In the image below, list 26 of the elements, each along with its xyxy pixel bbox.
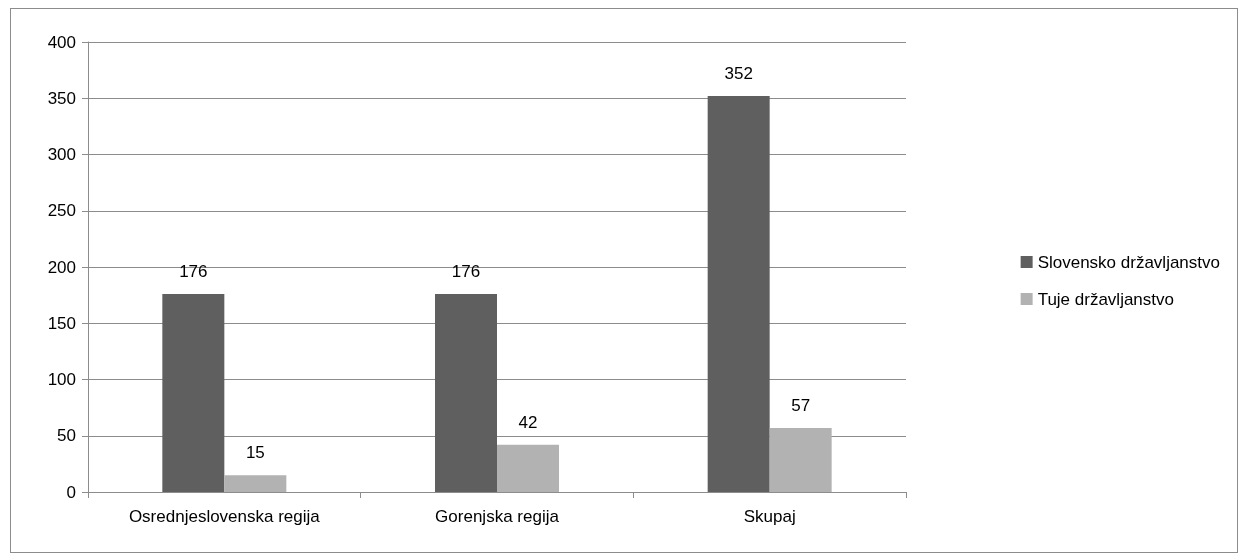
y-tick-label: 350 xyxy=(47,88,76,108)
y-tick-label: 150 xyxy=(47,313,76,333)
legend-label: Tuje državljanstvo xyxy=(1037,289,1175,309)
data-label: 176 xyxy=(451,262,481,281)
bar xyxy=(769,427,832,492)
bar xyxy=(224,475,287,492)
y-tick-label: 250 xyxy=(47,201,76,221)
y-tick-label: 400 xyxy=(47,32,76,52)
bar xyxy=(162,294,225,492)
bar xyxy=(435,294,497,492)
data-label: 15 xyxy=(245,443,265,463)
y-tick-label: 100 xyxy=(47,370,76,389)
bar xyxy=(497,444,559,492)
x-tick-label: Osrednjeslovenska regija xyxy=(128,507,321,526)
y-tick-label: 50 xyxy=(57,426,76,446)
data-label: 352 xyxy=(724,64,753,83)
legend-label: Slovensko državljanstvo xyxy=(1037,252,1221,272)
y-tick-label: 0 xyxy=(66,482,76,502)
data-label: 42 xyxy=(518,412,538,432)
y-tick-label: 300 xyxy=(47,145,76,164)
bar xyxy=(707,96,770,492)
data-label: 57 xyxy=(791,395,811,415)
data-label: 176 xyxy=(179,262,208,281)
x-tick-label: Skupaj xyxy=(743,507,796,526)
y-tick-label: 200 xyxy=(47,257,76,277)
x-tick-label: Gorenjska regija xyxy=(435,507,560,526)
